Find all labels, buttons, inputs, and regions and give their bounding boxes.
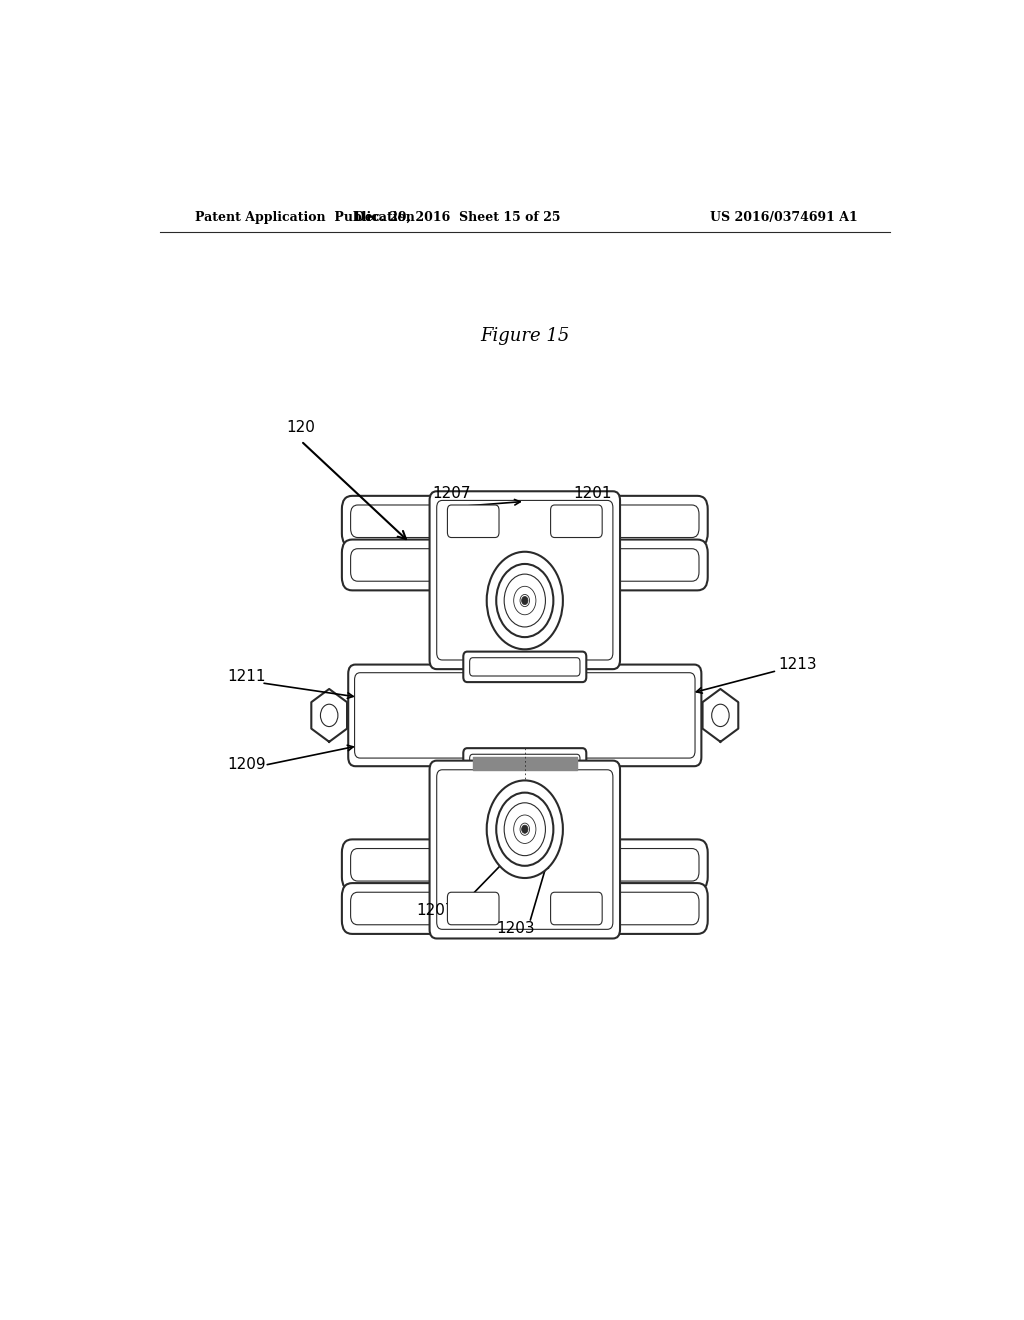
Text: 1213: 1213 [778, 657, 817, 672]
Circle shape [486, 552, 563, 649]
FancyBboxPatch shape [342, 883, 457, 935]
Circle shape [521, 597, 528, 605]
Text: 1209: 1209 [227, 756, 266, 772]
Circle shape [497, 792, 553, 866]
Circle shape [497, 564, 553, 638]
FancyBboxPatch shape [350, 506, 449, 537]
Circle shape [712, 704, 729, 726]
FancyBboxPatch shape [593, 540, 708, 590]
FancyBboxPatch shape [593, 840, 708, 890]
FancyBboxPatch shape [350, 892, 449, 925]
FancyBboxPatch shape [447, 506, 499, 537]
Text: US 2016/0374691 A1: US 2016/0374691 A1 [711, 211, 858, 224]
FancyBboxPatch shape [342, 840, 457, 890]
Text: 1203: 1203 [496, 921, 535, 936]
Circle shape [504, 803, 546, 855]
Text: 1211: 1211 [227, 669, 265, 684]
Circle shape [520, 594, 529, 607]
FancyBboxPatch shape [354, 673, 695, 758]
Text: 1207: 1207 [417, 903, 455, 917]
Text: Patent Application  Publication: Patent Application Publication [196, 211, 416, 224]
Circle shape [514, 814, 536, 843]
FancyBboxPatch shape [593, 496, 708, 546]
Circle shape [520, 824, 529, 836]
FancyBboxPatch shape [601, 849, 699, 880]
FancyBboxPatch shape [601, 549, 699, 581]
Circle shape [504, 574, 546, 627]
Text: 120: 120 [287, 420, 315, 436]
FancyBboxPatch shape [436, 770, 613, 929]
Text: 1201: 1201 [573, 486, 611, 502]
FancyBboxPatch shape [470, 754, 580, 772]
FancyBboxPatch shape [463, 652, 587, 682]
FancyBboxPatch shape [447, 892, 499, 925]
FancyBboxPatch shape [601, 892, 699, 925]
FancyBboxPatch shape [551, 506, 602, 537]
FancyBboxPatch shape [342, 496, 457, 546]
FancyBboxPatch shape [430, 760, 620, 939]
FancyBboxPatch shape [601, 506, 699, 537]
Circle shape [521, 825, 528, 833]
Text: Figure 15: Figure 15 [480, 327, 569, 346]
FancyBboxPatch shape [463, 748, 587, 779]
FancyBboxPatch shape [348, 664, 701, 766]
FancyBboxPatch shape [430, 491, 620, 669]
FancyBboxPatch shape [436, 500, 613, 660]
FancyBboxPatch shape [551, 892, 602, 925]
Circle shape [514, 586, 536, 615]
FancyBboxPatch shape [350, 549, 449, 581]
Circle shape [486, 780, 563, 878]
FancyBboxPatch shape [593, 883, 708, 935]
Text: Dec. 29, 2016  Sheet 15 of 25: Dec. 29, 2016 Sheet 15 of 25 [354, 211, 560, 224]
Circle shape [321, 704, 338, 726]
FancyBboxPatch shape [470, 657, 580, 676]
FancyBboxPatch shape [350, 849, 449, 880]
Text: 1207: 1207 [432, 486, 471, 502]
FancyBboxPatch shape [342, 540, 457, 590]
